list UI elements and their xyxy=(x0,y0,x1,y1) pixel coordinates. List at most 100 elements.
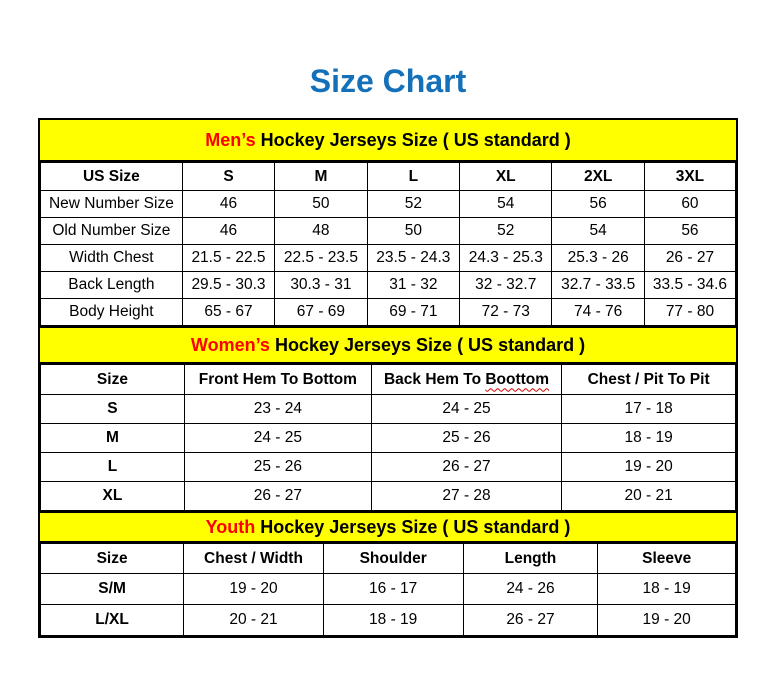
header-cell: Front Hem To Bottom xyxy=(183,364,372,395)
youth-banner-text: Hockey Jerseys Size ( US standard ) xyxy=(255,516,571,537)
row-label: XL xyxy=(40,481,185,511)
youth-banner-highlight: Youth xyxy=(205,516,256,537)
row-label: Width Chest xyxy=(40,244,183,272)
header-cell: M xyxy=(274,162,368,191)
header-cell: Size xyxy=(39,543,185,574)
table-cell: 21.5 - 22.5 xyxy=(181,244,276,272)
header-cell: L xyxy=(366,162,461,191)
table-cell: 18 - 19 xyxy=(561,423,736,453)
header-cell: S xyxy=(181,162,276,191)
womens-banner-highlight: Women’s xyxy=(190,334,270,355)
header-cell: Size xyxy=(40,364,185,395)
header-cell: Shoulder xyxy=(322,543,464,574)
table-cell: 24.3 - 25.3 xyxy=(459,244,553,272)
size-chart: Men’s Hockey Jerseys Size ( US standard … xyxy=(38,118,738,638)
table-cell: 18 - 19 xyxy=(597,573,736,605)
table-cell: 32 - 32.7 xyxy=(459,271,553,299)
table-cell: 33.5 - 34.6 xyxy=(643,271,737,299)
table-cell: 20 - 21 xyxy=(183,604,324,636)
table-cell: 56 xyxy=(643,217,737,245)
table-cell: 19 - 20 xyxy=(183,573,324,605)
table-cell: 52 xyxy=(459,217,553,245)
row-label: Old Number Size xyxy=(40,217,183,245)
header-cell: Chest / Width xyxy=(183,543,324,574)
table-cell: 18 - 19 xyxy=(322,604,464,636)
youth-size-table: Size Chest / Width Shoulder Length Sleev… xyxy=(39,543,736,636)
table-row: M 24 - 25 25 - 26 18 - 19 xyxy=(40,423,736,453)
row-label: Back Length xyxy=(40,271,183,299)
table-cell: 60 xyxy=(643,190,737,218)
table-cell: 24 - 25 xyxy=(183,423,372,453)
header-cell: 2XL xyxy=(551,162,645,191)
table-cell: 20 - 21 xyxy=(561,481,736,511)
table-cell: 27 - 28 xyxy=(370,481,563,511)
table-row: S 23 - 24 24 - 25 17 - 18 xyxy=(40,394,736,424)
row-label: New Number Size xyxy=(40,190,183,218)
table-cell: 30.3 - 31 xyxy=(274,271,368,299)
table-cell: 16 - 17 xyxy=(322,573,464,605)
table-cell: 23.5 - 24.3 xyxy=(366,244,461,272)
row-label: L xyxy=(40,452,185,482)
table-row: New Number Size 46 50 52 54 56 60 xyxy=(40,190,737,218)
table-row: Body Height 65 - 67 67 - 69 69 - 71 72 -… xyxy=(40,298,737,326)
table-cell: 46 xyxy=(181,217,276,245)
row-label: L/XL xyxy=(39,604,185,636)
misspelled-word: Boottom xyxy=(485,370,550,388)
table-cell: 23 - 24 xyxy=(183,394,372,424)
youth-section-banner: Youth Hockey Jerseys Size ( US standard … xyxy=(40,511,736,543)
page-title: Size Chart xyxy=(309,63,467,99)
table-row: L 25 - 26 26 - 27 19 - 20 xyxy=(40,452,736,482)
header-text: Back Hem To xyxy=(383,370,486,388)
womens-header-row: Size Front Hem To Bottom Back Hem To Boo… xyxy=(40,364,736,395)
table-cell: 77 - 80 xyxy=(643,298,737,326)
header-cell: 3XL xyxy=(643,162,737,191)
table-cell: 22.5 - 23.5 xyxy=(274,244,368,272)
womens-section-banner: Women’s Hockey Jerseys Size ( US standar… xyxy=(40,326,736,364)
table-cell: 54 xyxy=(551,217,645,245)
table-cell: 46 xyxy=(181,190,276,218)
table-cell: 25.3 - 26 xyxy=(551,244,645,272)
table-cell: 26 - 27 xyxy=(370,452,563,482)
table-cell: 56 xyxy=(551,190,645,218)
table-row: Width Chest 21.5 - 22.5 22.5 - 23.5 23.5… xyxy=(40,244,737,272)
table-cell: 24 - 25 xyxy=(370,394,563,424)
row-label: M xyxy=(40,423,185,453)
mens-size-table: US Size S M L XL 2XL 3XL New Number Size… xyxy=(40,162,737,326)
table-row: S/M 19 - 20 16 - 17 24 - 26 18 - 19 xyxy=(39,573,736,605)
header-cell: US Size xyxy=(40,162,183,191)
mens-header-row: US Size S M L XL 2XL 3XL xyxy=(40,162,737,191)
header-cell: Back Hem To Boottom xyxy=(370,364,563,395)
table-row: Back Length 29.5 - 30.3 30.3 - 31 31 - 3… xyxy=(40,271,737,299)
table-cell: 50 xyxy=(274,190,368,218)
table-cell: 69 - 71 xyxy=(366,298,461,326)
header-cell: XL xyxy=(459,162,553,191)
row-label: Body Height xyxy=(40,298,183,326)
table-cell: 25 - 26 xyxy=(183,452,372,482)
table-cell: 54 xyxy=(459,190,553,218)
table-cell: 26 - 27 xyxy=(183,481,372,511)
table-row: L/XL 20 - 21 18 - 19 26 - 27 19 - 20 xyxy=(39,604,736,636)
table-cell: 24 - 26 xyxy=(462,573,599,605)
womens-size-table: Size Front Hem To Bottom Back Hem To Boo… xyxy=(40,364,736,511)
table-cell: 17 - 18 xyxy=(561,394,736,424)
table-cell: 52 xyxy=(366,190,461,218)
table-cell: 32.7 - 33.5 xyxy=(551,271,645,299)
header-cell: Length xyxy=(462,543,599,574)
table-cell: 25 - 26 xyxy=(370,423,563,453)
mens-banner-highlight: Men’s xyxy=(205,129,256,150)
table-cell: 72 - 73 xyxy=(459,298,553,326)
header-cell: Sleeve xyxy=(597,543,736,574)
mens-banner-text: Hockey Jerseys Size ( US standard ) xyxy=(255,129,571,150)
table-cell: 31 - 32 xyxy=(366,271,461,299)
table-cell: 26 - 27 xyxy=(462,604,599,636)
youth-header-row: Size Chest / Width Shoulder Length Sleev… xyxy=(39,543,736,574)
table-cell: 19 - 20 xyxy=(597,604,736,636)
table-cell: 67 - 69 xyxy=(274,298,368,326)
table-row: XL 26 - 27 27 - 28 20 - 21 xyxy=(40,481,736,511)
table-row: Old Number Size 46 48 50 52 54 56 xyxy=(40,217,737,245)
womens-banner-text: Hockey Jerseys Size ( US standard ) xyxy=(269,334,586,355)
table-cell: 26 - 27 xyxy=(643,244,737,272)
row-label: S xyxy=(40,394,185,424)
table-cell: 19 - 20 xyxy=(561,452,736,482)
header-cell: Chest / Pit To Pit xyxy=(561,364,736,395)
